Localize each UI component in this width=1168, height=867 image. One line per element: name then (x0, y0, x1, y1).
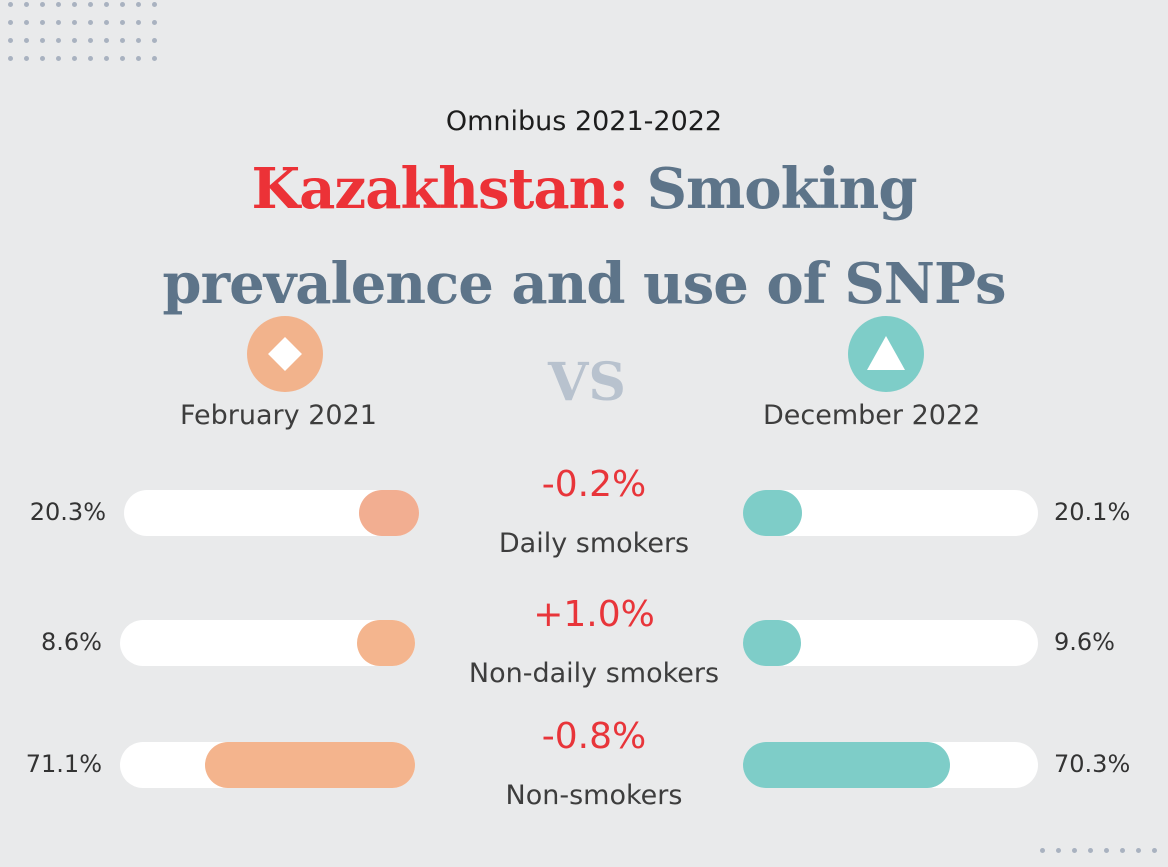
decorative-dot-grid (8, 0, 168, 80)
decorative-dot (56, 20, 61, 25)
title-accent: Kazakhstan: (251, 156, 629, 222)
decorative-dot (8, 56, 13, 61)
decorative-dot (120, 38, 125, 43)
decorative-dot (40, 38, 45, 43)
bar-december-2022 (743, 620, 801, 666)
bar-track-left (120, 742, 415, 788)
decorative-dot (1056, 848, 1061, 853)
decorative-dot (104, 2, 109, 7)
decorative-dot (8, 20, 13, 25)
decorative-dot (1120, 848, 1125, 853)
decorative-dot (56, 56, 61, 61)
bar-track-right (743, 490, 1038, 536)
category-label: Non-smokers (505, 780, 683, 811)
page-title: Kazakhstan: Smoking prevalence and use o… (0, 142, 1168, 332)
category-label: Non-daily smokers (468, 658, 720, 689)
decorative-dot (72, 38, 77, 43)
decorative-dot (104, 20, 109, 25)
decorative-dot (152, 56, 157, 61)
decorative-dot (1104, 848, 1109, 853)
decorative-dot (56, 38, 61, 43)
decorative-dot (1136, 848, 1141, 853)
decorative-dot (72, 2, 77, 7)
decorative-dot-grid (1040, 846, 1168, 867)
decorative-dot (88, 38, 93, 43)
period-label-february-2021: February 2021 (180, 400, 377, 431)
bar-february-2021 (357, 620, 415, 666)
decorative-dot (136, 56, 141, 61)
decorative-dot (152, 2, 157, 7)
title-line2: prevalence and use of SNPs (162, 251, 1006, 317)
bar-track-right (743, 742, 1038, 788)
decorative-dot (1152, 848, 1157, 853)
decorative-dot (24, 2, 29, 7)
diamond-icon (247, 316, 323, 392)
decorative-dot (88, 56, 93, 61)
decorative-dot (1040, 848, 1045, 853)
decorative-dot (136, 20, 141, 25)
decorative-dot (40, 20, 45, 25)
title-line1: Smoking (646, 156, 918, 222)
decorative-dot (24, 56, 29, 61)
decorative-dot (88, 2, 93, 7)
bar-track-right (743, 620, 1038, 666)
decorative-dot (152, 38, 157, 43)
value-label-february-2021: 71.1% (25, 750, 102, 778)
decorative-dot (56, 2, 61, 7)
bar-track-left (124, 490, 419, 536)
period-label-december-2022: December 2022 (763, 400, 981, 431)
bar-february-2021 (359, 490, 419, 536)
bar-february-2021 (205, 742, 415, 788)
decorative-dot (24, 20, 29, 25)
decorative-dot (136, 38, 141, 43)
decorative-dot (40, 2, 45, 7)
value-label-december-2022: 70.3% (1054, 750, 1131, 778)
decorative-dot (104, 56, 109, 61)
value-label-february-2021: 20.3% (29, 498, 106, 526)
category-label: Daily smokers (498, 528, 690, 559)
decorative-dot (104, 38, 109, 43)
decorative-dot (1088, 848, 1093, 853)
decorative-dot (120, 2, 125, 7)
bar-track-left (120, 620, 415, 666)
value-label-december-2022: 9.6% (1054, 628, 1115, 656)
value-label-december-2022: 20.1% (1054, 498, 1131, 526)
change-label: -0.2% (541, 464, 647, 505)
decorative-dot (72, 56, 77, 61)
decorative-dot (8, 2, 13, 7)
decorative-dot (136, 2, 141, 7)
vs-label: VS (548, 352, 626, 413)
bar-december-2022 (743, 490, 803, 536)
decorative-dot (40, 56, 45, 61)
bar-december-2022 (743, 742, 951, 788)
decorative-dot (88, 20, 93, 25)
decorative-dot (24, 38, 29, 43)
change-label: -0.8% (541, 716, 647, 757)
decorative-dot (120, 56, 125, 61)
change-label: +1.0% (533, 594, 655, 635)
subtitle: Omnibus 2021-2022 (445, 106, 723, 137)
decorative-dot (1072, 848, 1077, 853)
decorative-dot (120, 20, 125, 25)
decorative-dot (152, 20, 157, 25)
decorative-dot (72, 20, 77, 25)
triangle-icon (848, 316, 924, 392)
value-label-february-2021: 8.6% (41, 628, 102, 656)
decorative-dot (8, 38, 13, 43)
